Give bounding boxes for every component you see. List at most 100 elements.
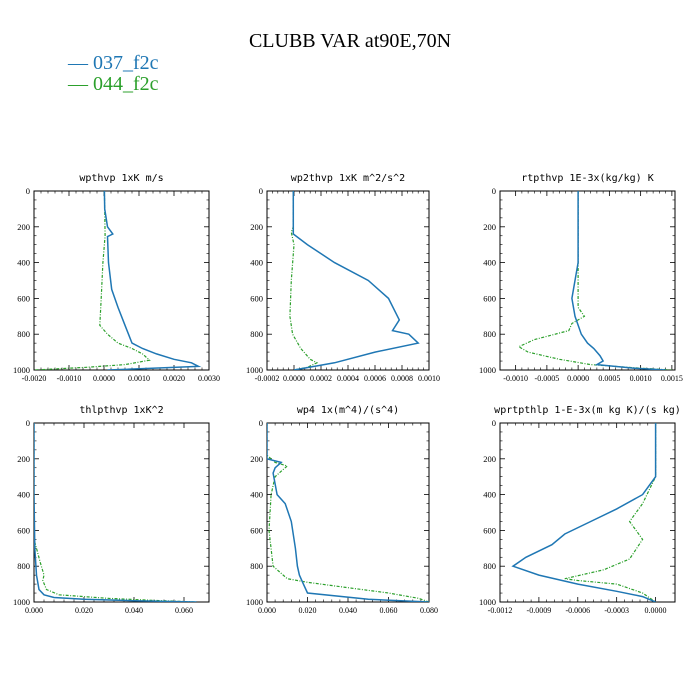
series-line-044_f2c [564, 423, 657, 602]
x-tick-label: -0.0005 [535, 374, 560, 383]
series-line-044_f2c [267, 423, 429, 602]
y-tick-label: 400 [250, 490, 263, 500]
series-line-037_f2c [34, 423, 197, 602]
y-tick-label: 0 [26, 418, 30, 428]
x-tick-label: 0.000 [258, 606, 276, 615]
y-tick-label: 600 [17, 525, 30, 535]
x-tick-label: -0.0012 [488, 606, 513, 615]
x-tick-label: -0.0020 [22, 374, 47, 383]
y-tick-label: 400 [483, 490, 496, 500]
y-tick-label: 600 [483, 525, 496, 535]
y-tick-label: 600 [17, 293, 30, 303]
legend-entry-037: — 037_f2c [68, 52, 159, 74]
y-tick-label: 1000 [479, 365, 496, 375]
x-tick-label: 0.060 [175, 606, 193, 615]
panel-1: wpthvp 1xK m/s 0 200 400 600 800 1000-0.0020 -0… [13, 173, 220, 383]
y-tick-label: 200 [250, 222, 263, 232]
x-tick-label: -0.0009 [527, 606, 552, 615]
panel-title: wprtpthlp 1-E-3x(m kg K)/(s kg) [494, 405, 681, 416]
x-tick-label: 0.0004 [337, 374, 359, 383]
panel-title: wp2thvp 1xK m^2/s^2 [291, 173, 405, 184]
x-tick-label: 0.0008 [391, 374, 413, 383]
y-tick-label: 800 [250, 329, 263, 339]
x-tick-label: 0.0010 [418, 374, 440, 383]
figure-title: CLUBB VAR at90E,70N [248, 30, 452, 52]
series-line-037_f2c [292, 191, 420, 370]
y-tick-label: 800 [483, 329, 496, 339]
y-tick-label: 600 [250, 525, 263, 535]
panel-2: wp2thvp 1xK m^2/s^2 0 200 400 600 800 1000-0.0… [246, 173, 440, 383]
x-tick-label: 0.0006 [364, 374, 386, 383]
x-tick-label: 0.0002 [310, 374, 332, 383]
x-tick-label: -0.0002 [255, 374, 280, 383]
panel-title: wp4 1x(m^4)/(s^4) [297, 405, 399, 416]
y-tick-label: 0 [259, 186, 263, 196]
x-tick-label: 0.040 [339, 606, 357, 615]
series-line-037_f2c [571, 191, 666, 370]
y-tick-label: 200 [17, 454, 30, 464]
legend-label-044: 044_f2c [93, 73, 159, 95]
x-tick-label: 0.0000 [645, 606, 667, 615]
y-tick-label: 1000 [246, 365, 263, 375]
x-tick-label: 0.0010 [128, 374, 150, 383]
x-tick-label: 0.0020 [163, 374, 185, 383]
y-tick-label: 400 [250, 258, 263, 268]
y-tick-label: 0 [259, 418, 263, 428]
y-tick-label: 0 [26, 186, 30, 196]
series-line-044_f2c [517, 191, 672, 370]
x-tick-label: 0.020 [75, 606, 93, 615]
series-line-037_f2c [511, 423, 657, 602]
x-tick-label: 0.0000 [93, 374, 115, 383]
x-tick-label: 0.0000 [567, 374, 589, 383]
y-tick-label: 400 [483, 258, 496, 268]
y-tick-label: 200 [483, 222, 496, 232]
y-tick-label: 0 [492, 186, 496, 196]
series-line-044_f2c [34, 191, 151, 370]
legend-entry-044: — 044_f2c [68, 73, 159, 95]
y-tick-label: 1000 [246, 597, 263, 607]
x-tick-label: 0.080 [420, 606, 438, 615]
y-tick-label: 200 [17, 222, 30, 232]
x-tick-label: -0.0010 [57, 374, 82, 383]
y-tick-label: 800 [17, 329, 30, 339]
x-tick-label: 0.0000 [283, 374, 305, 383]
x-tick-label: 0.020 [299, 606, 317, 615]
legend-label-037: 037_f2c [93, 52, 159, 74]
x-tick-label: 0.000 [25, 606, 43, 615]
y-tick-label: 200 [250, 454, 263, 464]
plot-frame [266, 190, 430, 371]
x-tick-label: -0.0006 [565, 606, 590, 615]
series-line-044_f2c [289, 191, 319, 370]
x-tick-label: 0.0030 [198, 374, 220, 383]
y-tick-label: 200 [483, 454, 496, 464]
x-tick-label: 0.060 [380, 606, 398, 615]
y-tick-label: 600 [483, 293, 496, 303]
y-tick-label: 800 [17, 561, 30, 571]
x-tick-label: -0.0010 [503, 374, 528, 383]
legend-swatch-037: — [68, 52, 88, 74]
y-tick-label: 0 [492, 418, 496, 428]
x-tick-label: 0.0005 [598, 374, 620, 383]
y-tick-label: 800 [483, 561, 496, 571]
y-tick-label: 400 [17, 258, 30, 268]
y-tick-label: 1000 [479, 597, 496, 607]
y-tick-label: 1000 [13, 365, 30, 375]
plot-frame [266, 422, 430, 603]
y-tick-label: 400 [17, 490, 30, 500]
panel-title: thlpthvp 1xK^2 [79, 405, 163, 416]
y-tick-label: 600 [250, 293, 263, 303]
series-line-037_f2c [267, 423, 429, 602]
y-tick-label: 1000 [13, 597, 30, 607]
series-line-037_f2c [103, 191, 202, 370]
plot-frame [499, 422, 676, 603]
x-tick-label: -0.0003 [604, 606, 629, 615]
x-tick-label: 0.0010 [630, 374, 652, 383]
y-tick-label: 800 [250, 561, 263, 571]
plot-frame [33, 422, 210, 603]
x-tick-label: 0.0015 [661, 374, 683, 383]
plot-frame [33, 190, 210, 371]
panel-6: wprtpthlp 1-E-3x(m kg K)/(s kg) 0 200 400 60… [479, 405, 681, 615]
